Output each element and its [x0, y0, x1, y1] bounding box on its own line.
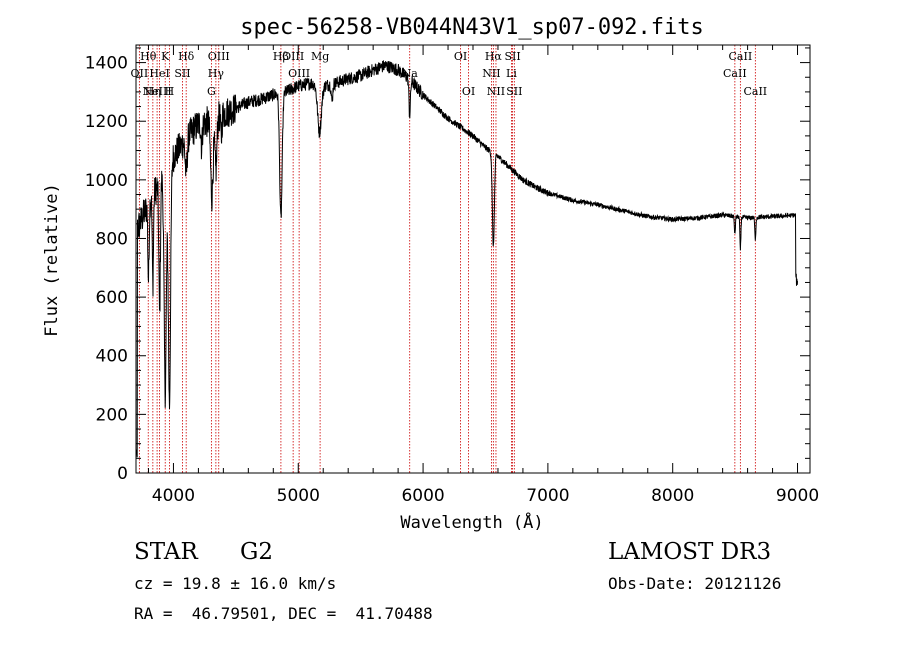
y-tick-label: 1400: [85, 54, 128, 74]
x-axis-label: Wavelength (Å): [400, 511, 543, 533]
line-label-hθ: Hθ: [140, 50, 157, 63]
observation-date: Obs-Date: 20121126: [608, 574, 782, 593]
line-label-caii: CaII: [729, 50, 753, 63]
line-label-sii: SII: [504, 50, 520, 63]
line-label-caii: CaII: [723, 67, 747, 80]
y-tick-label: 800: [96, 229, 128, 249]
line-label-hα: Hα: [485, 50, 503, 63]
x-tick-label: 6000: [401, 486, 444, 506]
line-label-k: K: [161, 50, 170, 63]
y-axis-label: Flux (relative): [42, 183, 62, 337]
line-label-nii: NII: [487, 85, 505, 98]
line-label-hβ: Hβ: [273, 50, 289, 63]
y-axis: 0 200 400 600 800 1000 1200 1400: [85, 47, 810, 484]
y-tick-label: 1200: [85, 112, 128, 132]
x-tick-label: 5000: [277, 486, 320, 506]
line-label-h: H: [165, 85, 175, 98]
line-label-oii: OII: [131, 67, 149, 80]
y-tick-label: 400: [96, 347, 128, 367]
spectrum-line: [135, 60, 798, 458]
line-label-hη: Hη: [145, 85, 161, 98]
line-label-hei: HeI: [149, 67, 169, 80]
x-tick-label: 4000: [152, 486, 195, 506]
emission-line-markers: [138, 45, 756, 473]
survey-name: LAMOST DR3: [608, 539, 772, 565]
y-tick-label: 600: [96, 288, 128, 308]
line-label-sii: SII: [174, 67, 190, 80]
line-label-caii: CaII: [743, 85, 767, 98]
line-label-li: Li: [506, 67, 517, 80]
coordinates: RA = 46.79501, DEC = 41.70488: [134, 604, 433, 623]
line-label-oiii: OIII: [288, 67, 310, 80]
object-class: STAR: [134, 539, 198, 565]
line-label-oi: OI: [462, 85, 475, 98]
line-label-sii: SII: [506, 85, 522, 98]
line-label-hγ: Hγ: [208, 67, 225, 80]
spectrum-chart: spec-56258-VB044N43V1_sp07-092.fits OIIH…: [42, 15, 819, 533]
line-label-nii: NII: [482, 67, 500, 80]
line-label-g: G: [207, 85, 216, 98]
x-tick-label: 9000: [776, 486, 819, 506]
line-label-oiii: OIII: [208, 50, 230, 63]
chart-title: spec-56258-VB044N43V1_sp07-092.fits: [240, 15, 704, 40]
y-tick-label: 0: [117, 464, 128, 484]
redshift-velocity: cz = 19.8 ± 16.0 km/s: [134, 574, 337, 593]
x-tick-label: 8000: [651, 486, 694, 506]
line-label-neiii: NeIII: [143, 85, 172, 98]
x-axis: 4000 5000 6000 7000 8000 9000: [147, 45, 819, 506]
line-label-hδ: Hδ: [178, 50, 195, 63]
line-label-oi: OI: [454, 50, 467, 63]
object-subclass: G2: [240, 539, 274, 565]
y-tick-label: 200: [96, 405, 128, 425]
y-tick-label: 1000: [85, 171, 128, 191]
line-label-oiii: OIII: [282, 50, 304, 63]
line-label-mg: Mg: [311, 50, 329, 63]
x-tick-label: 7000: [526, 486, 569, 506]
